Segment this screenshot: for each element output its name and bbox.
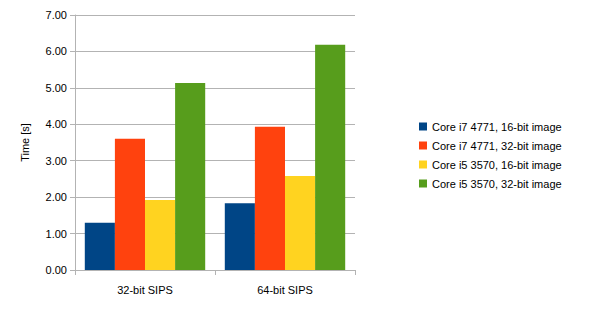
svg-text:32-bit SIPS: 32-bit SIPS: [117, 284, 173, 296]
svg-text:4.00: 4.00: [46, 118, 67, 130]
svg-text:7.00: 7.00: [46, 9, 67, 21]
svg-text:Core i7 4771, 32-bit image: Core i7 4771, 32-bit image: [432, 140, 562, 152]
svg-text:Time [s]: Time [s]: [19, 123, 31, 162]
svg-text:64-bit SIPS: 64-bit SIPS: [257, 284, 313, 296]
svg-text:6.00: 6.00: [46, 45, 67, 57]
svg-text:Core i5 3570, 32-bit image: Core i5 3570, 32-bit image: [432, 178, 562, 190]
svg-text:Core i7 4771, 16-bit image: Core i7 4771, 16-bit image: [432, 121, 562, 133]
svg-text:Core i5 3570, 16-bit image: Core i5 3570, 16-bit image: [432, 159, 562, 171]
svg-text:5.00: 5.00: [46, 82, 67, 94]
svg-text:1.00: 1.00: [46, 228, 67, 240]
svg-text:2.00: 2.00: [46, 191, 67, 203]
svg-text:0.00: 0.00: [46, 264, 67, 276]
svg-text:3.00: 3.00: [46, 155, 67, 167]
